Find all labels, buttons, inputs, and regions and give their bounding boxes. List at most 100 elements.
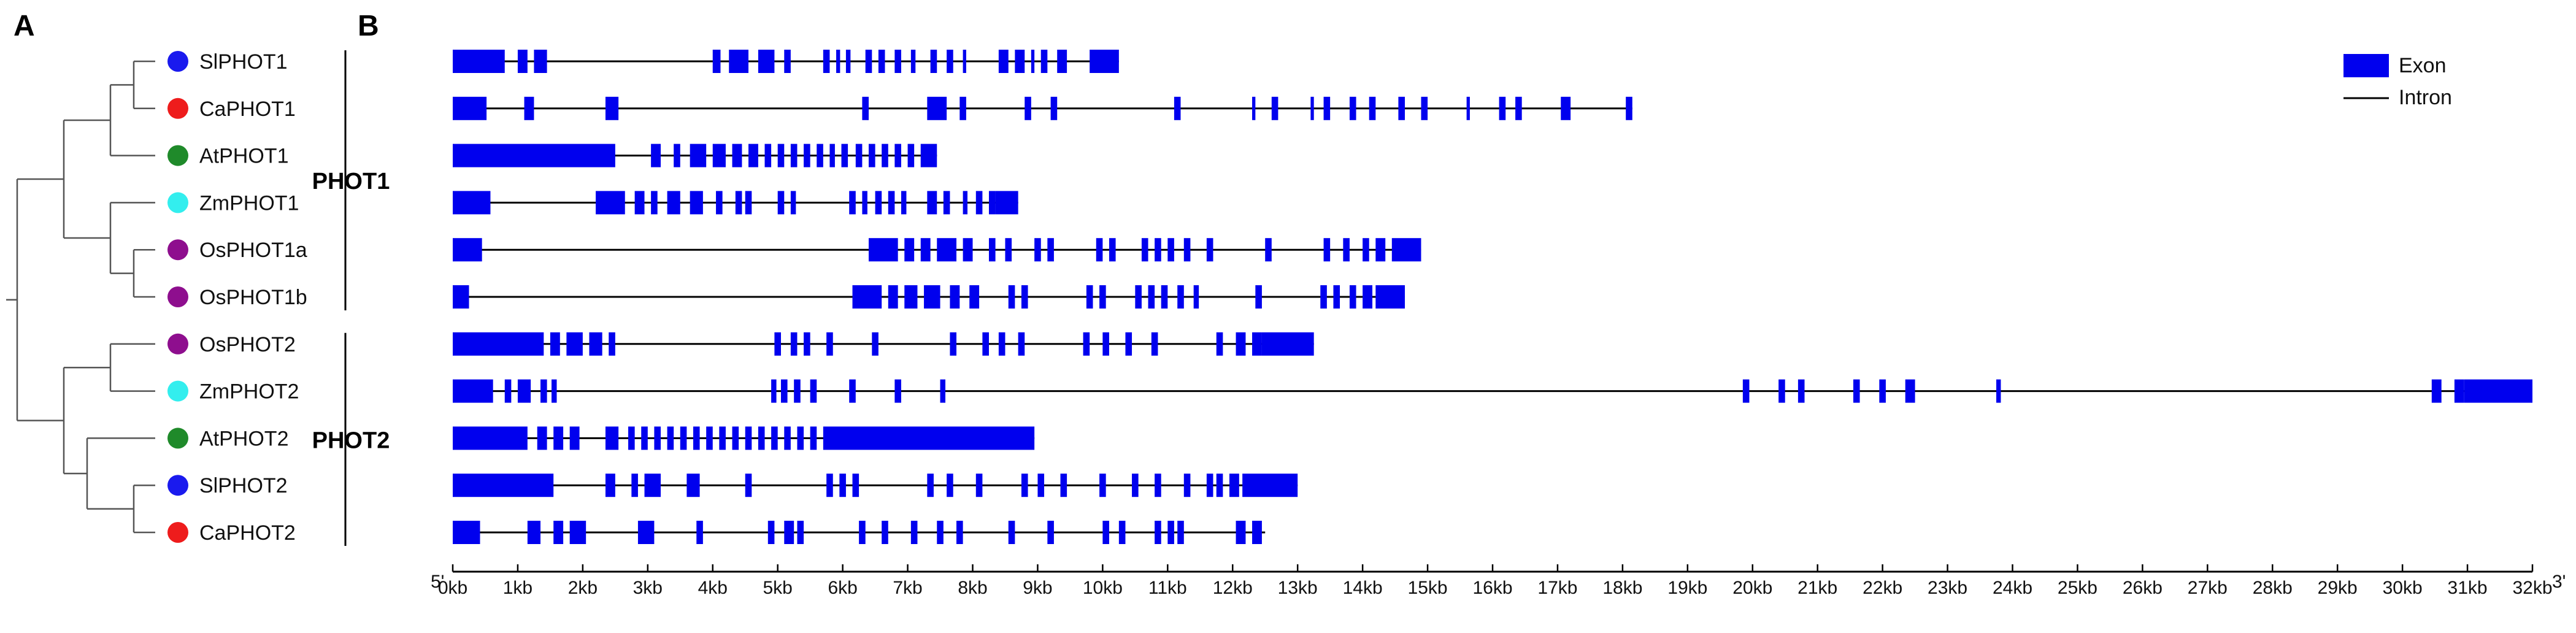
- gene-name-slphot1: SlPHOT1: [199, 50, 288, 74]
- exon-10: [1252, 96, 1256, 120]
- exon-3: [566, 332, 583, 356]
- exon-2: [504, 379, 512, 403]
- gene-name-osphot1b: OsPHOT1b: [199, 286, 307, 309]
- exon-10: [1047, 238, 1054, 262]
- exon-18: [1155, 474, 1161, 497]
- exon-11: [882, 521, 888, 544]
- exon-3: [634, 191, 645, 215]
- exon-4: [589, 332, 602, 356]
- exon-19: [1183, 474, 1191, 497]
- exon-8: [1008, 285, 1015, 309]
- exon-10: [1086, 285, 1093, 309]
- exon-11: [865, 50, 872, 73]
- exon-7: [784, 50, 791, 73]
- exon-14: [1778, 379, 1785, 403]
- exon-6: [950, 285, 960, 309]
- exon-11: [693, 426, 700, 450]
- exon-10: [790, 144, 798, 167]
- axis-tick-label-8: 8kb: [958, 578, 987, 598]
- exon-1: [453, 144, 615, 167]
- exon-10: [845, 50, 851, 73]
- exon-7: [969, 285, 980, 309]
- exon-11: [894, 379, 901, 403]
- exon-19: [1333, 285, 1340, 309]
- exon-21: [1040, 50, 1048, 73]
- exon-13: [894, 50, 901, 73]
- exon-12: [982, 332, 989, 356]
- exon-4: [569, 426, 580, 450]
- exon-3: [534, 50, 547, 73]
- exon-7: [780, 379, 788, 403]
- exon-21: [823, 426, 1035, 450]
- exon-4: [540, 379, 547, 403]
- exon-11: [1099, 285, 1106, 309]
- exon-3: [674, 144, 680, 167]
- exon-18: [1151, 332, 1158, 356]
- exon-1: [453, 332, 544, 356]
- gene-model-atphot2: [453, 426, 1035, 450]
- exon-15: [1167, 238, 1174, 262]
- axis-tick-label-5: 5kb: [763, 578, 793, 598]
- exon-8: [784, 521, 794, 544]
- group-brackets: PHOT1 PHOT2: [312, 50, 390, 546]
- axis-tick-label-29: 29kb: [2318, 578, 2358, 598]
- exon-22: [1261, 332, 1314, 356]
- exon-11: [1271, 96, 1278, 120]
- exon-10: [927, 474, 934, 497]
- exon-10: [859, 521, 866, 544]
- exon-12: [849, 191, 856, 215]
- axis-tick-label-21: 21kb: [1797, 578, 1837, 598]
- exon-16: [1193, 285, 1199, 309]
- exon-10: [777, 191, 785, 215]
- axis-tick-label-31: 31kb: [2448, 578, 2488, 598]
- gene-name-atphot2: AtPHOT2: [199, 427, 288, 450]
- species-dot-osphot2: [167, 333, 188, 355]
- exon-19: [963, 191, 968, 215]
- exon-10: [849, 379, 856, 403]
- gene-model-osphot2: [453, 332, 1314, 356]
- axis-tick-label-3: 3kb: [633, 578, 663, 598]
- exon-16: [1183, 238, 1191, 262]
- exon-12: [817, 144, 823, 167]
- species-labels: SlPHOT1 CaPHOT1 AtPHOT1 ZmPHOT1 OsPHOT1a OsPH…: [167, 50, 307, 545]
- exon-8: [823, 50, 830, 73]
- exon-17: [1255, 285, 1262, 309]
- exon-17: [1102, 521, 1109, 544]
- axis-tick-label-7: 7kb: [893, 578, 922, 598]
- group-label-phot1: PHOT1: [312, 169, 390, 194]
- species-dot-osphot1a: [167, 239, 188, 261]
- exon-2: [517, 50, 528, 73]
- exon-14: [875, 191, 882, 215]
- exon-20: [2431, 379, 2442, 403]
- exon-6: [732, 144, 742, 167]
- exon-4: [920, 238, 931, 262]
- exon-6: [628, 426, 635, 450]
- exon-19: [907, 144, 915, 167]
- gene-name-slphot2: SlPHOT2: [199, 474, 288, 497]
- exon-7: [716, 191, 723, 215]
- exon-6: [690, 191, 703, 215]
- exon-1: [453, 50, 505, 73]
- exon-23: [1090, 50, 1119, 73]
- exon-22: [1236, 521, 1246, 544]
- exon-20: [975, 191, 983, 215]
- exon-21: [1363, 238, 1369, 262]
- gene-model-caphot2: [453, 521, 1266, 544]
- legend-intron-label: Intron: [2399, 86, 2452, 109]
- exon-4: [690, 144, 707, 167]
- exon-1: [453, 191, 491, 215]
- axis-tick-label-13: 13kb: [1278, 578, 1318, 598]
- exon-11: [947, 474, 953, 497]
- exon-7: [790, 332, 798, 356]
- exon-5: [609, 332, 615, 356]
- exon-21: [1252, 332, 1262, 356]
- axis-tick-label-0: 0kb: [438, 578, 467, 598]
- exon-22: [995, 191, 1018, 215]
- exon-14: [956, 521, 963, 544]
- gene-model-zmphot1: [453, 191, 1018, 215]
- exon-12: [1135, 285, 1142, 309]
- exon-1: [453, 285, 469, 309]
- exon-3: [553, 521, 564, 544]
- exon-8: [804, 332, 810, 356]
- exon-19: [797, 426, 804, 450]
